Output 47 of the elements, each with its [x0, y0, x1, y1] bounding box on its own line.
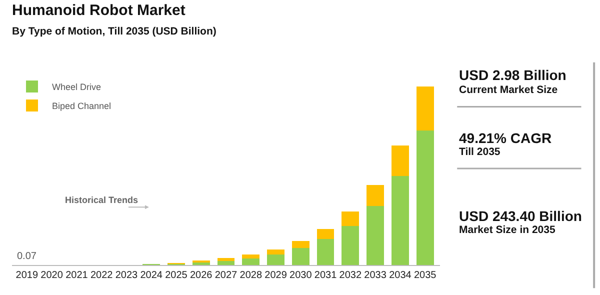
- bar: [342, 212, 360, 226]
- annotation: Historical Trends: [65, 195, 138, 205]
- x-tick-label: 2020: [40, 270, 64, 281]
- x-tick-label: 2027: [214, 270, 238, 281]
- bar: [316, 229, 334, 240]
- x-tick-label: 2030: [290, 270, 312, 281]
- x-tick-label: 2019: [16, 270, 38, 281]
- x-tick-label: 2024: [140, 270, 163, 281]
- x-tick-label: 2025: [165, 270, 188, 281]
- x-tick-label: 2023: [115, 270, 138, 281]
- legend-label: Biped Channel: [52, 101, 112, 112]
- bar: [217, 261, 235, 265]
- x-tick-label: 2028: [240, 270, 262, 281]
- legend-label: Wheel Drive: [52, 82, 102, 92]
- bar: [416, 86, 434, 130]
- x-tick-label: 2029: [264, 270, 288, 281]
- bar: [267, 254, 284, 265]
- chart-title: Humanoid Robot Market: [12, 2, 186, 19]
- text: USD 2.98 Billion: [459, 67, 566, 83]
- text: USD 243.40 Billion: [459, 208, 582, 224]
- bar: [242, 254, 260, 259]
- bar: [292, 248, 310, 265]
- bar: [217, 258, 235, 262]
- chart-subtitle: By Type of Motion, Till 2035 (USD Billion): [12, 25, 216, 38]
- text: Till 2035: [459, 146, 500, 158]
- text: 49.21% CAGR: [459, 130, 552, 146]
- x-tick-label: 2031: [314, 270, 338, 281]
- text: Current Market Size: [459, 84, 558, 96]
- annotation: 0.07: [17, 251, 37, 262]
- x-tick-label: 2035: [414, 270, 437, 281]
- x-tick-label: 2021: [66, 270, 88, 281]
- x-tick-label: 2026: [190, 270, 213, 281]
- x-tick-label: 2033: [364, 270, 387, 281]
- bar: [316, 239, 334, 265]
- bar: [416, 130, 434, 265]
- text: Market Size in 2035: [459, 224, 556, 236]
- bar: [366, 184, 384, 206]
- bar: [292, 241, 310, 248]
- x-tick-label: 2034: [389, 270, 412, 281]
- bar: [391, 176, 409, 265]
- bar: [366, 206, 384, 265]
- bar: [267, 250, 284, 254]
- bar: [391, 145, 409, 176]
- x-tick-label: 2022: [90, 270, 114, 281]
- bar: [342, 226, 360, 265]
- x-tick-label: 2032: [339, 270, 362, 281]
- bar: [242, 258, 260, 265]
